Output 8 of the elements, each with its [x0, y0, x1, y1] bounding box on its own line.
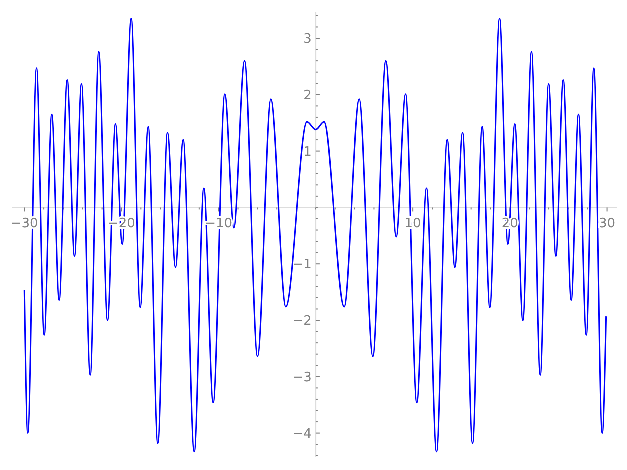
y-tick-label: 2 [304, 88, 312, 104]
y-tick-label: −1 [292, 258, 312, 273]
y-tick-label: −3 [292, 370, 312, 386]
y-tick-label: −2 [292, 314, 312, 330]
y-tick-label: 1 [304, 144, 312, 160]
x-tick-label: 30 [599, 216, 616, 232]
y-tick-label: 3 [304, 32, 312, 48]
y-tick-label: −4 [292, 426, 312, 442]
